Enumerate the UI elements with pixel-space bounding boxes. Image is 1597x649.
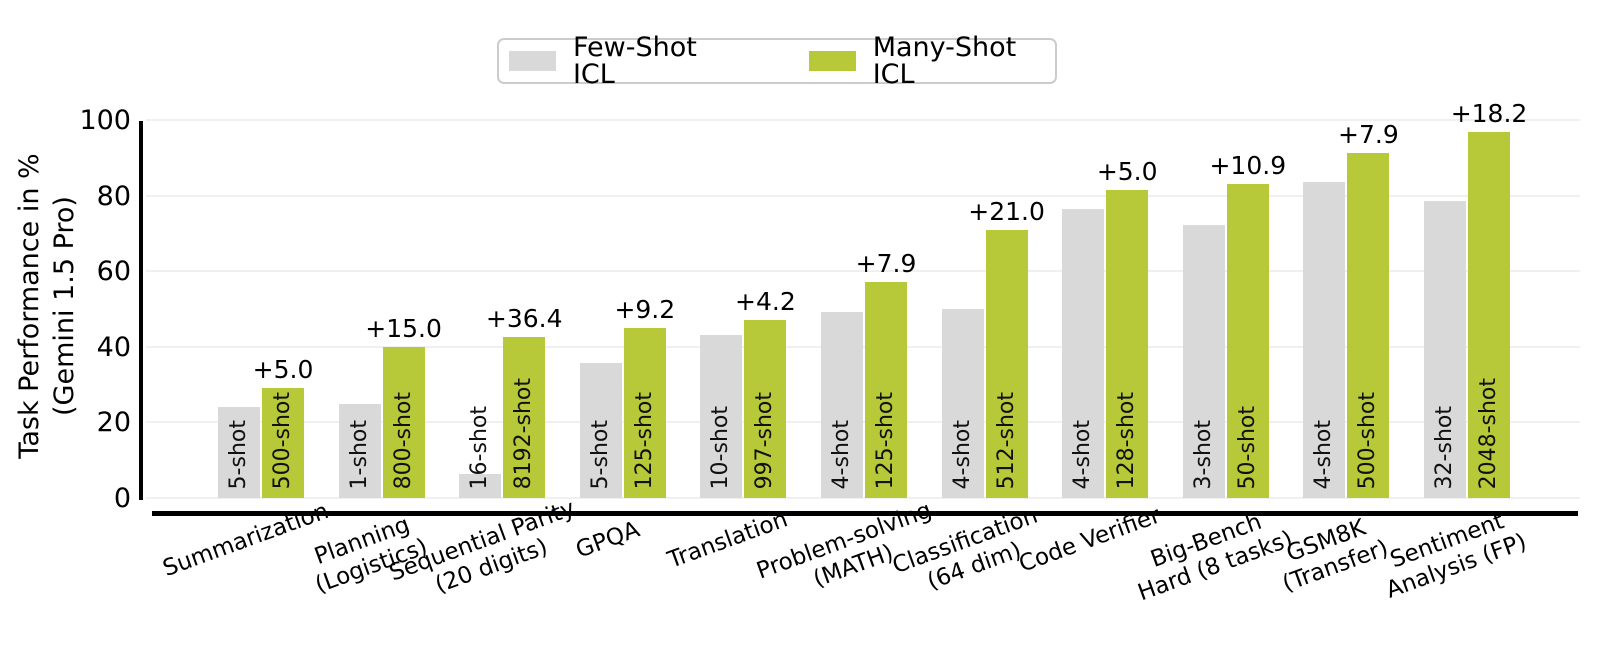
bar-label-few-shot-code-verifier: 4-shot	[1070, 419, 1096, 489]
x-category-label-gpqa: GPQA	[572, 516, 643, 564]
gridline-20	[146, 421, 1580, 424]
x-axis-spine	[152, 511, 1578, 516]
delta-label-gsm8k-transfer: +7.9	[1338, 119, 1399, 149]
bar-many-shot-gsm8k-transfer: 500-shot	[1347, 152, 1390, 498]
bar-many-shot-big-bench-hard-8-tasks: 50-shot	[1226, 183, 1269, 498]
gridline-0	[146, 497, 1580, 499]
bar-few-shot-code-verifier: 4-shot	[1062, 208, 1105, 498]
y-tick-label-100: 100	[79, 105, 131, 136]
gridline-100	[146, 119, 1580, 121]
bar-many-shot-classification-64-dim: 512-shot	[985, 229, 1028, 498]
legend-label-many-shot: Many-Shot ICL	[872, 32, 1017, 90]
chart-legend: Few-Shot ICL Many-Shot ICL	[497, 34, 1057, 88]
y-tick-label-20: 20	[96, 407, 131, 439]
bar-many-shot-code-verifier: 128-shot	[1106, 189, 1149, 498]
bar-label-few-shot-translation: 10-shot	[708, 405, 734, 489]
bar-few-shot-sequential-parity-20-digits: 16-shot	[459, 406, 502, 498]
many-shot-swatch-icon	[808, 51, 856, 71]
bar-label-few-shot-gsm8k-transfer: 4-shot	[1311, 419, 1337, 489]
bar-few-shot-problem-solving-math: 4-shot	[821, 311, 863, 498]
bar-label-many-shot-big-bench-hard-8-tasks: 50-shot	[1234, 405, 1260, 489]
delta-label-code-verifier: +5.0	[1096, 156, 1158, 186]
bar-few-shot-gpqa: 5-shot	[579, 363, 622, 498]
legend-item-many-shot: Many-Shot ICL	[808, 32, 1055, 90]
delta-label-translation: +4.2	[735, 286, 796, 316]
y-axis-title-line1: Task Performance in %	[13, 153, 45, 459]
bar-few-shot-big-bench-hard-8-tasks: 3-shot	[1182, 224, 1225, 498]
y-tick-label-40: 40	[96, 331, 131, 363]
bar-label-few-shot-summarization: 5-shot	[226, 419, 251, 489]
bar-label-few-shot-planning-logistics: 1-shot	[346, 419, 372, 489]
bar-many-shot-translation: 997-shot	[744, 319, 787, 498]
delta-label-big-bench-hard-8-tasks: +10.9	[1209, 150, 1287, 180]
delta-label-problem-solving-math: +7.9	[855, 248, 917, 278]
bar-label-many-shot-code-verifier: 128-shot	[1114, 391, 1140, 489]
bar-many-shot-sentiment-analysis-fp: 2048-shot	[1468, 132, 1510, 498]
bar-many-shot-problem-solving-math: 125-shot	[865, 281, 907, 498]
legend-item-few-shot: Few-Shot ICL	[509, 34, 737, 88]
bar-label-many-shot-gpqa: 125-shot	[631, 391, 657, 489]
bar-few-shot-classification-64-dim: 4-shot	[941, 309, 984, 498]
bar-label-many-shot-gsm8k-transfer: 500-shot	[1355, 391, 1381, 489]
bar-label-few-shot-sequential-parity-20-digits: 16-shot	[467, 405, 493, 489]
delta-label-sentiment-analysis-fp: +18.2	[1450, 99, 1528, 129]
bar-label-many-shot-classification-64-dim: 512-shot	[993, 391, 1019, 489]
delta-label-summarization: +5.0	[252, 355, 314, 385]
bar-label-few-shot-big-bench-hard-8-tasks: 3-shot	[1190, 419, 1216, 489]
bar-many-shot-summarization: 500-shot	[262, 388, 304, 498]
delta-label-gpqa: +9.2	[614, 295, 676, 325]
bar-label-few-shot-sentiment-analysis-fp: 32-shot	[1432, 405, 1457, 489]
x-category-label-sentiment-analysis-fp: Sentiment Analysis (FP)	[1382, 508, 1531, 604]
delta-label-classification-64-dim: +21.0	[968, 196, 1045, 226]
legend-label-few-shot: Few-Shot ICL	[572, 32, 697, 90]
y-axis-spine	[139, 121, 143, 500]
bar-label-many-shot-planning-logistics: 800-shot	[390, 391, 416, 489]
delta-label-planning-logistics: +15.0	[365, 313, 442, 343]
bar-many-shot-planning-logistics: 800-shot	[382, 346, 425, 498]
gridline-60	[146, 270, 1580, 273]
gridline-80	[146, 194, 1580, 197]
bar-few-shot-translation: 10-shot	[700, 335, 743, 498]
bar-few-shot-summarization: 5-shot	[218, 407, 260, 498]
bar-label-many-shot-sequential-parity-20-digits: 8192-shot	[511, 377, 537, 489]
bar-label-many-shot-summarization: 500-shot	[270, 391, 295, 489]
bar-few-shot-sentiment-analysis-fp: 32-shot	[1424, 201, 1466, 498]
bar-label-many-shot-sentiment-analysis-fp: 2048-shot	[1476, 377, 1501, 489]
y-tick-label-80: 80	[96, 180, 131, 212]
bar-many-shot-sequential-parity-20-digits: 8192-shot	[503, 336, 546, 498]
bar-label-few-shot-gpqa: 5-shot	[587, 419, 613, 489]
bar-label-many-shot-problem-solving-math: 125-shot	[873, 391, 898, 489]
few-shot-swatch-icon	[509, 51, 556, 71]
gridline-40	[146, 345, 1580, 348]
y-tick-label-60: 60	[96, 256, 131, 288]
bar-label-few-shot-problem-solving-math: 4-shot	[829, 419, 854, 489]
bar-label-few-shot-classification-64-dim: 4-shot	[949, 419, 975, 489]
bar-few-shot-gsm8k-transfer: 4-shot	[1303, 182, 1346, 498]
bar-label-many-shot-translation: 997-shot	[752, 391, 778, 489]
delta-label-sequential-parity-20-digits: +36.4	[485, 303, 563, 333]
bar-many-shot-gpqa: 125-shot	[623, 328, 666, 498]
bar-few-shot-planning-logistics: 1-shot	[338, 403, 381, 498]
y-tick-label-0: 0	[113, 483, 131, 514]
